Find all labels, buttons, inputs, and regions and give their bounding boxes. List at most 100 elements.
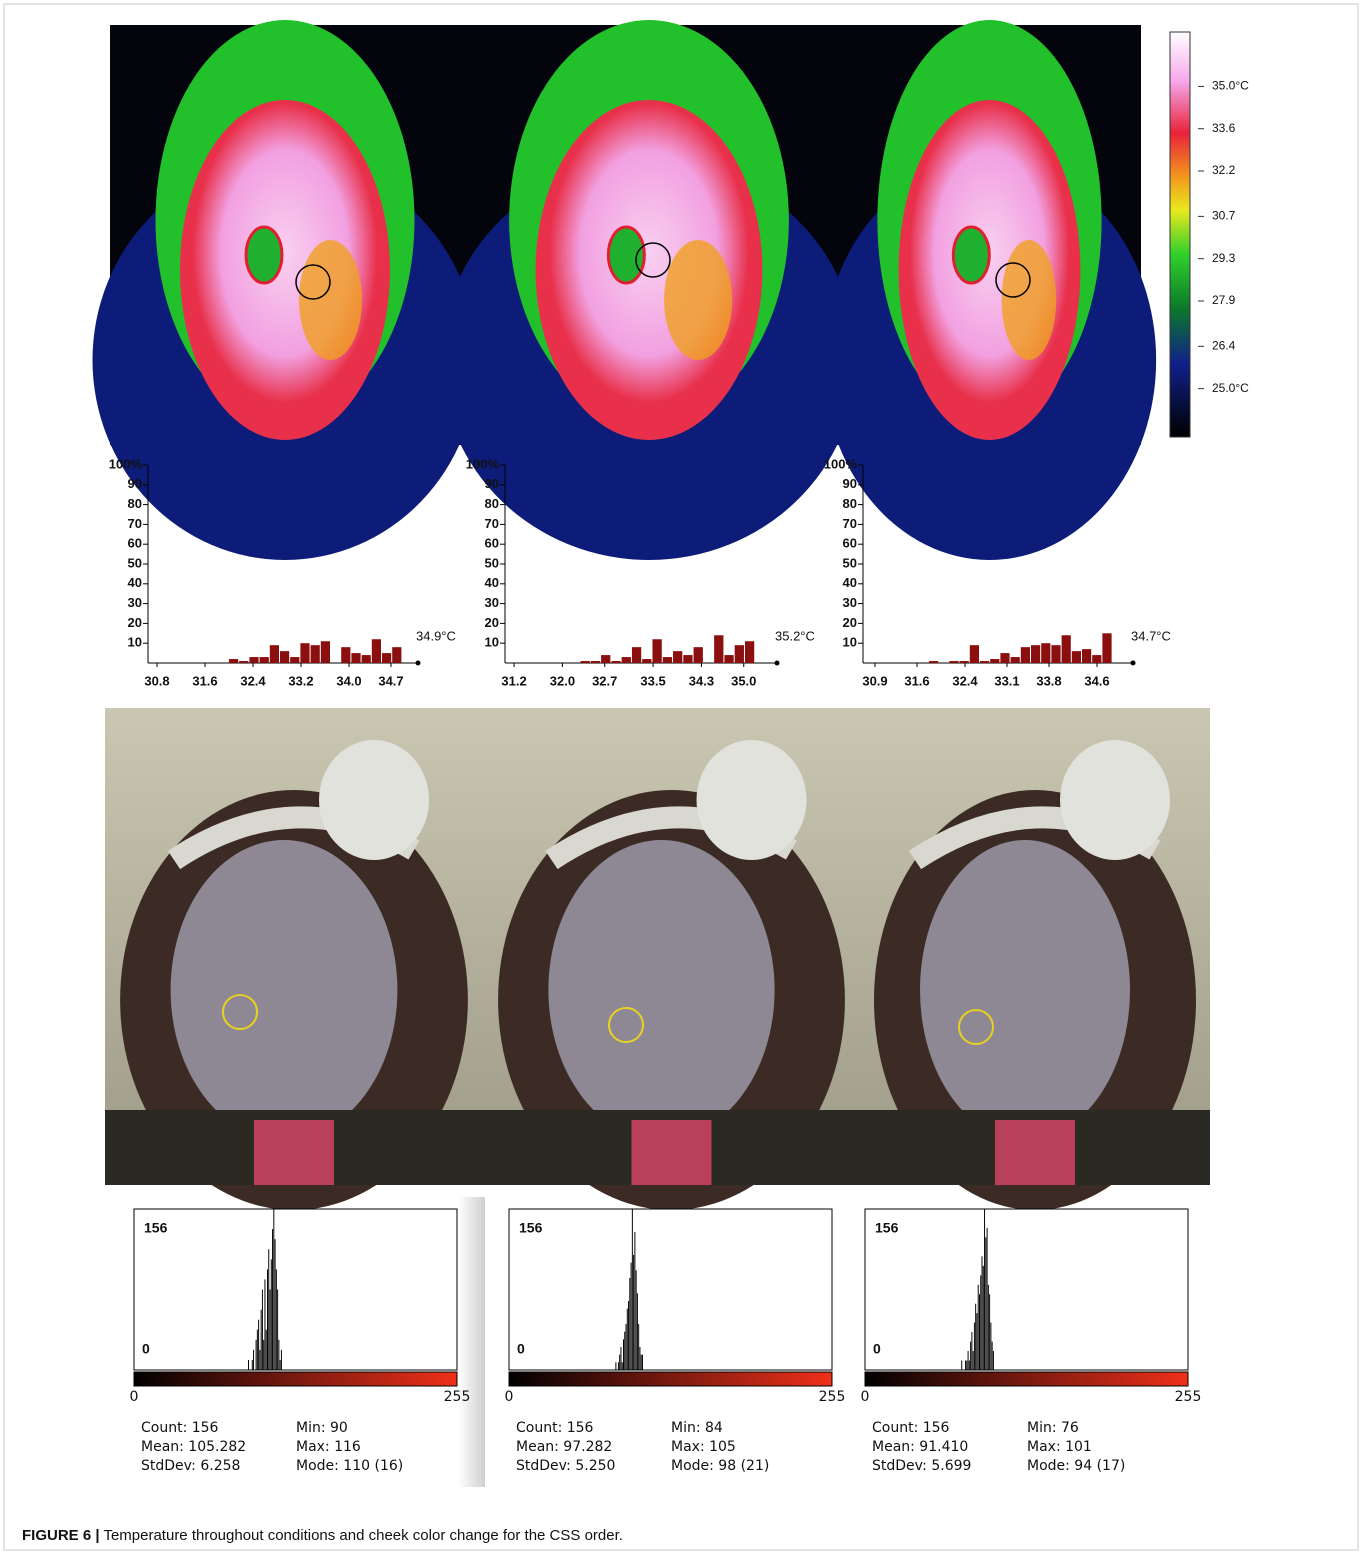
bar — [382, 653, 392, 663]
colorbar-label: 32.2 — [1212, 163, 1236, 177]
y-tick-label: 20 — [843, 615, 857, 630]
stat: Min: 90 — [296, 1420, 348, 1436]
bar — [264, 1279, 266, 1370]
bar — [640, 1354, 642, 1370]
bar — [628, 1301, 630, 1370]
y-tick-label: 60 — [485, 536, 499, 551]
bar — [981, 1256, 983, 1370]
x-tick-label: 0 — [130, 1389, 139, 1405]
y-tick-label: 20 — [128, 615, 142, 630]
bar — [590, 661, 601, 663]
bar — [638, 1324, 640, 1370]
x-tick-label: 30.9 — [862, 673, 887, 688]
bar — [256, 1329, 258, 1370]
y-tick-label: 90 — [485, 476, 499, 491]
face — [180, 100, 390, 440]
roi-circle — [995, 262, 1031, 298]
x-tick-label: 33.2 — [288, 673, 313, 688]
shirt — [631, 1120, 712, 1185]
lut-bar — [133, 1371, 458, 1387]
y-tick-label: 30 — [485, 595, 499, 610]
nose — [606, 225, 646, 285]
bar — [959, 661, 969, 663]
x-tick-label: 35.0 — [731, 673, 756, 688]
bow — [1060, 740, 1170, 860]
bar — [272, 1229, 274, 1370]
photos — [105, 708, 1210, 1210]
cheek-warm — [1001, 240, 1057, 360]
bar — [263, 1339, 265, 1370]
bow — [696, 740, 807, 860]
bar — [580, 661, 590, 663]
x-tick-label: 32.0 — [550, 673, 575, 688]
y-tick-label: 10 — [843, 635, 857, 650]
bar — [351, 653, 361, 663]
bar — [949, 661, 959, 663]
bar — [253, 1349, 255, 1370]
bar — [255, 1339, 257, 1370]
axis-arrow — [1130, 660, 1136, 666]
axis-arrow — [415, 660, 421, 666]
x-tick-label: 31.2 — [501, 673, 526, 688]
x-tick-label: 32.4 — [952, 673, 978, 688]
x-tick-label: 255 — [444, 1389, 471, 1405]
bar — [977, 1284, 979, 1370]
bar — [986, 1227, 988, 1370]
bar — [277, 1289, 279, 1370]
caption-label: FIGURE 6 | — [22, 1527, 100, 1544]
x-tick-label: 255 — [1175, 1389, 1202, 1405]
shirt — [254, 1120, 334, 1185]
y-tick-label: 80 — [485, 496, 499, 511]
y-tick-label: 10 — [128, 635, 142, 650]
roi-circle — [295, 264, 331, 300]
face — [898, 100, 1081, 440]
bar — [611, 661, 621, 663]
bar — [621, 1362, 623, 1370]
bar — [620, 1347, 622, 1370]
stat: Mode: 98 (21) — [671, 1458, 769, 1474]
bar — [630, 1262, 632, 1370]
bar — [634, 1232, 636, 1370]
y-tick-label: 70 — [843, 516, 857, 531]
bar — [990, 659, 1000, 663]
plot-frame — [133, 1208, 458, 1371]
y-tick-label: 30 — [128, 595, 142, 610]
bar — [971, 1332, 973, 1370]
x-tick-label: 30.8 — [144, 673, 169, 688]
bar — [976, 1313, 978, 1370]
bar — [623, 1339, 624, 1370]
cheek-warm — [299, 240, 362, 360]
y-tick-label: 60 — [843, 536, 857, 551]
bar — [621, 657, 631, 663]
bar — [626, 1308, 628, 1370]
colorbar-label: 25.0°C — [1212, 381, 1249, 395]
roi-circle — [958, 1009, 994, 1045]
y-tick-label: 40 — [843, 575, 857, 590]
bar — [1092, 655, 1102, 663]
stat: Count: 156 — [872, 1420, 950, 1436]
bar — [259, 657, 269, 663]
y-tick-label: 10 — [485, 635, 499, 650]
bar — [260, 1309, 262, 1370]
bar — [619, 1354, 621, 1370]
bar — [980, 661, 990, 663]
y-tick-label: 90 — [128, 476, 142, 491]
stat: Mean: 97.282 — [516, 1439, 612, 1455]
roi-circle — [608, 1007, 644, 1043]
bar — [1051, 645, 1061, 663]
x-tick-label: 31.6 — [192, 673, 217, 688]
bar — [744, 641, 755, 663]
x-tick-label: 255 — [819, 1389, 846, 1405]
bar — [991, 1341, 993, 1370]
x-tick-label: 34.7 — [378, 673, 403, 688]
cheek-warm — [664, 240, 733, 360]
bar — [724, 655, 734, 663]
bar — [979, 1294, 980, 1370]
face — [548, 840, 775, 1140]
x-tick-label: 0 — [505, 1389, 514, 1405]
bar — [625, 1324, 627, 1370]
stat: StdDev: 6.258 — [141, 1458, 240, 1474]
max-count-label: 156 — [875, 1220, 899, 1236]
bar — [652, 639, 662, 663]
bar — [970, 1341, 972, 1370]
